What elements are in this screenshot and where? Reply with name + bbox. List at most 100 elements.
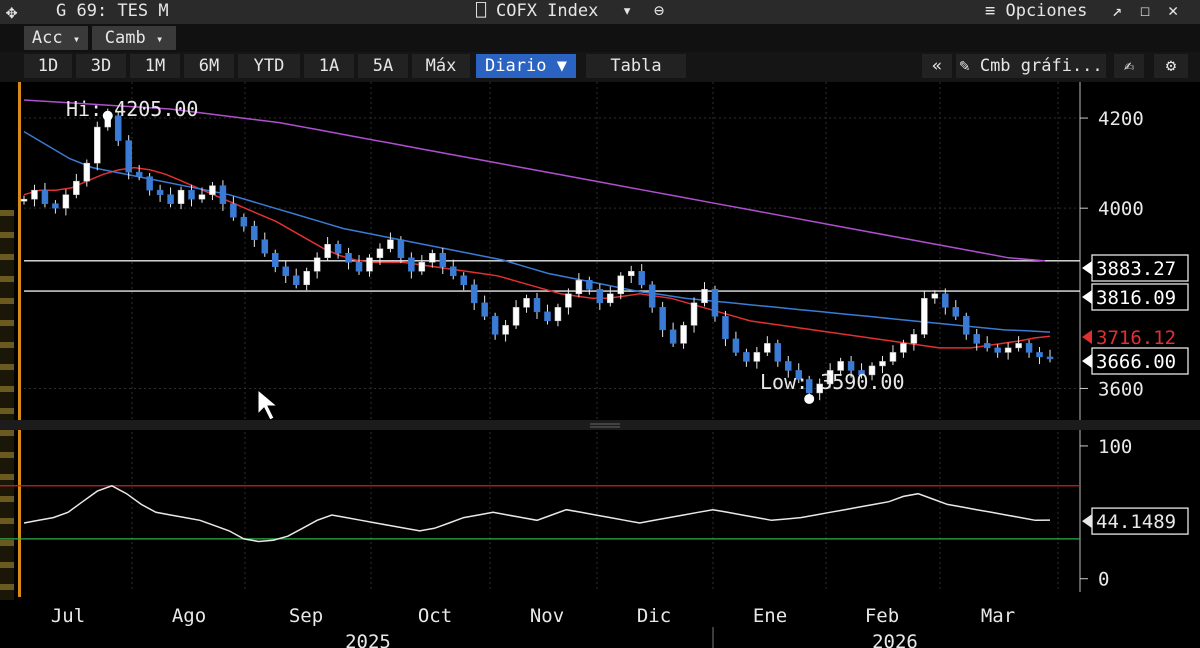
period-1m[interactable]: 1M bbox=[130, 54, 180, 78]
candle-body bbox=[701, 289, 708, 304]
candle-body bbox=[502, 325, 509, 335]
candle-body bbox=[355, 262, 363, 272]
candle-body bbox=[983, 343, 991, 349]
candle-body bbox=[418, 262, 426, 272]
candle-body bbox=[659, 307, 666, 331]
candle-body bbox=[858, 370, 865, 376]
price-label-pointer bbox=[1082, 290, 1092, 304]
candle-body bbox=[135, 171, 143, 177]
candle-body bbox=[785, 361, 792, 371]
candle-body bbox=[973, 334, 980, 344]
gear-icon[interactable]: ⚙ bbox=[1154, 54, 1188, 78]
x-tick-label: Jul bbox=[51, 605, 85, 627]
candle-body bbox=[743, 352, 750, 362]
settings-icon-small: ⎕ bbox=[476, 1, 487, 21]
candle-body bbox=[272, 253, 279, 268]
collapse-icon[interactable]: « bbox=[922, 54, 952, 78]
ticker-title[interactable]: COFX Index bbox=[496, 1, 599, 21]
options-menu[interactable]: ≡ Opciones bbox=[985, 1, 1088, 21]
window-titlebar: ✥ G 69: TES M ⎕ COFX Index ▾ ⊖ ≡ Opcione… bbox=[0, 0, 1200, 24]
period-1d[interactable]: 1D bbox=[24, 54, 72, 78]
candle-body bbox=[533, 298, 541, 313]
panel-divider[interactable] bbox=[0, 420, 1200, 430]
series-line-3 bbox=[23, 99, 1046, 262]
candle-body bbox=[910, 334, 918, 344]
candle-body bbox=[219, 185, 227, 204]
candle-body bbox=[847, 361, 855, 371]
candle-body bbox=[826, 370, 834, 385]
popout-icon[interactable]: ↗ bbox=[1112, 1, 1123, 21]
candle-body bbox=[879, 361, 886, 367]
table-button[interactable]: Tabla bbox=[586, 54, 686, 78]
candle-body bbox=[1004, 347, 1012, 353]
candle-body bbox=[669, 329, 677, 344]
period-6m[interactable]: 6M bbox=[184, 54, 234, 78]
candle-body bbox=[711, 289, 719, 317]
y-tick-label: 3600 bbox=[1098, 378, 1144, 400]
acc-dropdown[interactable]: Acc ▾ bbox=[24, 26, 88, 50]
hi-label: Hi: 4205.00 bbox=[66, 97, 198, 121]
crosshair-icon[interactable]: ✥ bbox=[6, 1, 18, 23]
candle-body bbox=[931, 293, 939, 299]
close-icon[interactable]: ✕ bbox=[1168, 1, 1179, 21]
y-tick-label: 4200 bbox=[1098, 108, 1144, 130]
interval-dropdown[interactable]: Diario ▼ bbox=[476, 54, 576, 78]
interval-label: Diario bbox=[485, 56, 547, 76]
candle-body bbox=[408, 257, 415, 272]
camb-dropdown[interactable]: Camb ▾ bbox=[92, 26, 176, 50]
candle-body bbox=[156, 189, 164, 195]
candle-body bbox=[449, 266, 457, 277]
maximize-icon[interactable]: ☐ bbox=[1140, 1, 1151, 21]
candle-body bbox=[1036, 352, 1043, 358]
chevron-down-icon[interactable]: ▾ bbox=[622, 1, 633, 21]
candle-body bbox=[994, 347, 1001, 353]
x-tick-label: Ago bbox=[172, 605, 206, 627]
candle-body bbox=[1046, 356, 1054, 360]
candle-body bbox=[617, 275, 625, 295]
candle-body bbox=[512, 307, 520, 326]
candle-body bbox=[251, 225, 258, 240]
candle-body bbox=[334, 243, 342, 254]
candle-body bbox=[596, 289, 604, 304]
candle-body bbox=[942, 293, 949, 308]
candle-body bbox=[680, 325, 687, 344]
candle-body bbox=[962, 316, 970, 335]
period-ytd[interactable]: YTD bbox=[238, 54, 300, 78]
toolbar-row-1: Acc ▾ Camb ▾ bbox=[0, 24, 1200, 52]
series-line-1 bbox=[23, 166, 1051, 349]
candle-body bbox=[52, 203, 59, 209]
candle-body bbox=[125, 140, 132, 173]
link-icon[interactable]: ⊖ bbox=[654, 1, 665, 21]
change-chart-button[interactable]: ✎ Cmb gráfi... bbox=[956, 54, 1106, 78]
edit-icon[interactable]: ✍ bbox=[1114, 54, 1144, 78]
candle-body bbox=[209, 185, 216, 195]
candle-body bbox=[1025, 343, 1033, 353]
period-3d[interactable]: 3D bbox=[76, 54, 126, 78]
x-tick-label: Ene bbox=[753, 605, 787, 627]
candle-body bbox=[544, 311, 551, 322]
period-5a[interactable]: 5A bbox=[358, 54, 408, 78]
price-label-pointer bbox=[1082, 330, 1092, 344]
low-label: Low: 3590.00 bbox=[760, 370, 905, 394]
candle-body bbox=[460, 275, 467, 286]
candle-body bbox=[627, 271, 635, 277]
period-max[interactable]: Máx bbox=[412, 54, 470, 78]
pencil-icon: ✎ bbox=[959, 56, 970, 76]
candle-body bbox=[586, 280, 593, 290]
candle-body bbox=[41, 189, 49, 204]
chart-area[interactable]: 3600 4000 4200 0 100 Jul Ago Sep Oct Nov Dic Ene Fe… bbox=[0, 82, 1200, 648]
x-tick-label: Sep bbox=[289, 605, 323, 627]
candle-body bbox=[648, 284, 656, 308]
candle-body bbox=[94, 126, 101, 164]
candle-body bbox=[282, 266, 289, 277]
change-chart-label: Cmb gráfi... bbox=[979, 56, 1103, 76]
hi-marker bbox=[102, 110, 113, 121]
candle-body bbox=[816, 383, 823, 394]
candle-body bbox=[921, 298, 928, 335]
series-line-2 bbox=[23, 130, 1051, 333]
period-1a[interactable]: 1A bbox=[304, 54, 354, 78]
acc-label: Acc bbox=[31, 28, 63, 48]
candle-body bbox=[303, 271, 310, 286]
year-label: 2026 bbox=[872, 631, 918, 648]
candle-body bbox=[722, 316, 729, 340]
